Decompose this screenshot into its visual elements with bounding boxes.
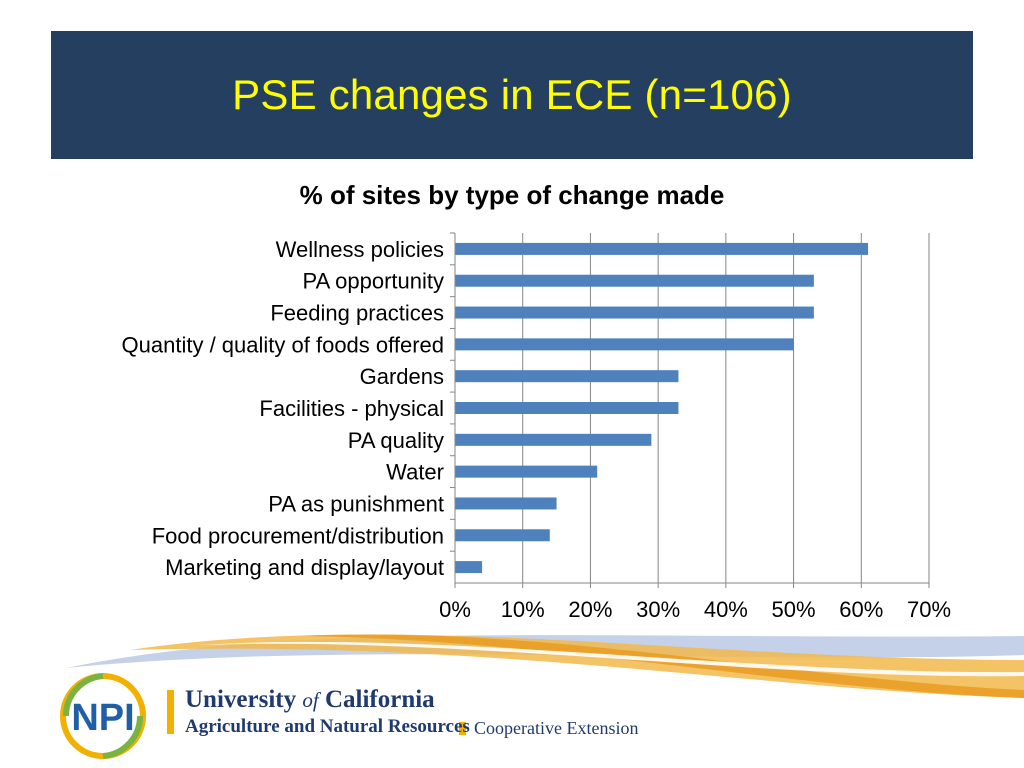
category-label: Water bbox=[386, 460, 444, 485]
x-tick-label: 30% bbox=[636, 597, 680, 622]
x-tick-label: 60% bbox=[839, 597, 883, 622]
decorative-swoosh bbox=[66, 634, 1024, 698]
bars bbox=[455, 242, 869, 574]
uc-logo-line2: Agriculture and Natural Resources bbox=[185, 716, 470, 737]
bar bbox=[455, 274, 814, 287]
bar bbox=[455, 338, 794, 351]
bar bbox=[455, 529, 550, 542]
npi-logo-text: NPI bbox=[71, 697, 134, 739]
x-tick-label: 50% bbox=[772, 597, 816, 622]
x-tick-label: 10% bbox=[501, 597, 545, 622]
category-label: Food procurement/distribution bbox=[152, 523, 444, 548]
bar bbox=[455, 433, 652, 446]
bar bbox=[455, 242, 869, 255]
x-tick-label: 0% bbox=[439, 597, 471, 622]
category-label: Gardens bbox=[360, 364, 444, 389]
bar bbox=[455, 561, 483, 574]
bar bbox=[455, 465, 598, 478]
bar bbox=[455, 370, 679, 383]
category-label: PA opportunity bbox=[303, 269, 444, 294]
category-label: Feeding practices bbox=[270, 301, 444, 326]
category-label: Marketing and display/layout bbox=[165, 555, 444, 580]
category-label: PA quality bbox=[348, 428, 444, 453]
bar bbox=[455, 497, 557, 510]
axes bbox=[450, 232, 930, 588]
npi-logo: NPI bbox=[60, 673, 146, 759]
uc-gold-bar bbox=[167, 690, 174, 734]
slide-title: PSE changes in ECE (n=106) bbox=[232, 71, 792, 118]
category-label: Facilities - physical bbox=[259, 396, 444, 421]
uc-logo-california: California bbox=[318, 686, 435, 713]
chart-title: % of sites by type of change made bbox=[299, 180, 725, 210]
category-label: Wellness policies bbox=[276, 237, 444, 262]
uc-logo-line3: Cooperative Extension bbox=[474, 718, 639, 738]
uc-logo-of: of bbox=[302, 688, 319, 712]
uc-logo-university: University bbox=[185, 686, 303, 713]
ce-gold-bar bbox=[459, 722, 466, 735]
category-label: Quantity / quality of foods offered bbox=[122, 332, 444, 357]
x-tick-label: 20% bbox=[568, 597, 612, 622]
tick-labels: 0% 10% 20% 30% 40% 50% 60% 70% bbox=[439, 597, 951, 622]
uc-logo-line1: University of California bbox=[185, 686, 435, 714]
category-labels: Wellness policies PA opportunity Feeding p… bbox=[122, 237, 444, 580]
bar bbox=[455, 306, 814, 319]
category-label: PA as punishment bbox=[268, 491, 444, 516]
bar bbox=[455, 402, 679, 414]
x-tick-label: 40% bbox=[704, 597, 748, 622]
title-band: PSE changes in ECE (n=106) bbox=[51, 31, 973, 159]
x-tick-label: 70% bbox=[907, 597, 951, 622]
